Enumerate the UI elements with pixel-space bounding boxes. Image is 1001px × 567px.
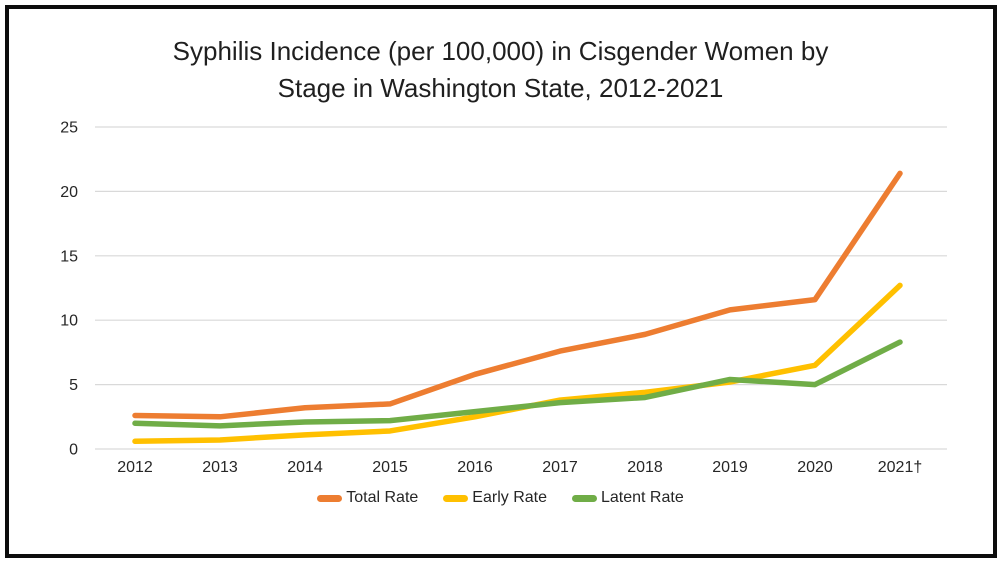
- x-tick-label: 2020: [797, 459, 833, 476]
- early-rate-line-swatch-icon: [443, 494, 469, 502]
- y-tick-label: 25: [60, 120, 78, 137]
- x-tick-label: 2014: [287, 459, 323, 476]
- chart-title-line-1: Syphilis Incidence (per 100,000) in Cisg…: [172, 36, 829, 66]
- legend-item-latent-rate: Latent Rate: [572, 489, 684, 507]
- chart-legend: Total Rate Early Rate Latent Rate: [0, 489, 1001, 507]
- x-tick-label: 2016: [457, 459, 493, 476]
- chart-title-line-2: Stage in Washington State, 2012-2021: [277, 73, 724, 103]
- legend-item-early-rate: Early Rate: [443, 489, 547, 507]
- x-tick-label: 2019: [712, 459, 748, 476]
- legend-label-total-rate: Total Rate: [346, 489, 419, 506]
- y-tick-label: 0: [69, 442, 78, 459]
- latent-rate-line-swatch-icon: [572, 494, 597, 502]
- chart-title: Syphilis Incidence (per 100,000) in Cisg…: [0, 33, 1001, 107]
- y-tick-label: 10: [60, 313, 78, 330]
- x-tick-label: 2021†: [878, 459, 923, 476]
- x-tick-label: 2012: [117, 459, 153, 476]
- x-tick-label: 2013: [202, 459, 238, 476]
- y-tick-label: 20: [60, 184, 78, 201]
- legend-label-latent-rate: Latent Rate: [601, 489, 684, 506]
- legend-item-total-rate: Total Rate: [317, 489, 418, 507]
- y-tick-label: 5: [69, 377, 78, 394]
- x-tick-label: 2018: [627, 459, 663, 476]
- x-tick-label: 2015: [372, 459, 408, 476]
- y-tick-label: 15: [60, 248, 78, 265]
- series-line-total-rate: [132, 170, 903, 420]
- legend-label-early-rate: Early Rate: [472, 489, 547, 506]
- series-line-latent-rate: [132, 339, 903, 429]
- x-tick-label: 2017: [542, 459, 578, 476]
- total-rate-line-swatch-icon: [317, 494, 343, 502]
